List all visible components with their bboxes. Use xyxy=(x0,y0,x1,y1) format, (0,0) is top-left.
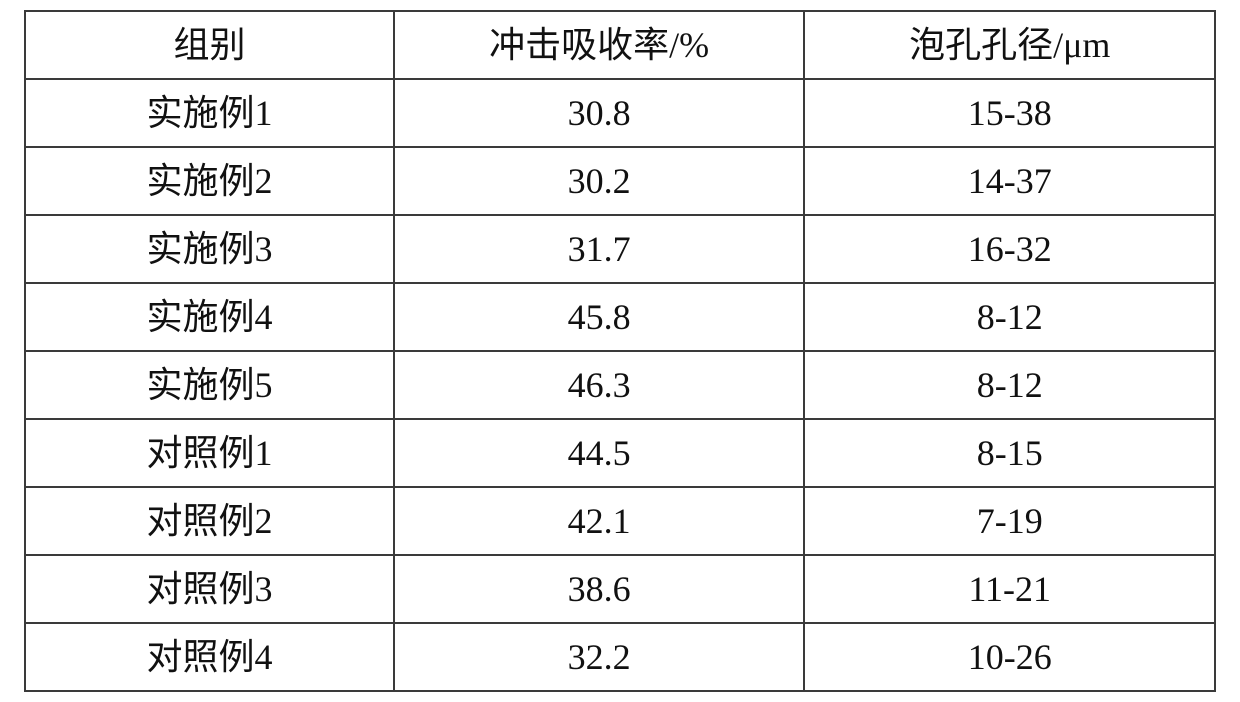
cell-diameter: 8-12 xyxy=(804,283,1215,351)
cell-impact: 44.5 xyxy=(394,419,805,487)
cell-diameter: 8-15 xyxy=(804,419,1215,487)
cell-impact: 46.3 xyxy=(394,351,805,419)
cell-diameter: 7-19 xyxy=(804,487,1215,555)
data-table: 组别 冲击吸收率/% 泡孔孔径/μm 实施例1 30.8 15-38 实施例2 … xyxy=(24,10,1216,692)
table-row: 对照例2 42.1 7-19 xyxy=(25,487,1215,555)
col-header-group: 组别 xyxy=(25,11,394,79)
cell-group: 实施例2 xyxy=(25,147,394,215)
cell-group: 实施例1 xyxy=(25,79,394,147)
table-row: 对照例1 44.5 8-15 xyxy=(25,419,1215,487)
table-row: 实施例1 30.8 15-38 xyxy=(25,79,1215,147)
cell-diameter: 8-12 xyxy=(804,351,1215,419)
cell-diameter: 11-21 xyxy=(804,555,1215,623)
cell-impact: 38.6 xyxy=(394,555,805,623)
table-row: 实施例5 46.3 8-12 xyxy=(25,351,1215,419)
cell-impact: 30.2 xyxy=(394,147,805,215)
table-row: 对照例3 38.6 11-21 xyxy=(25,555,1215,623)
cell-group: 实施例4 xyxy=(25,283,394,351)
cell-impact: 32.2 xyxy=(394,623,805,691)
cell-diameter: 15-38 xyxy=(804,79,1215,147)
cell-group: 实施例3 xyxy=(25,215,394,283)
table-row: 实施例3 31.7 16-32 xyxy=(25,215,1215,283)
cell-impact: 42.1 xyxy=(394,487,805,555)
cell-group: 对照例1 xyxy=(25,419,394,487)
table-row: 实施例2 30.2 14-37 xyxy=(25,147,1215,215)
cell-group: 对照例4 xyxy=(25,623,394,691)
col-header-cell-diameter: 泡孔孔径/μm xyxy=(804,11,1215,79)
cell-diameter: 10-26 xyxy=(804,623,1215,691)
cell-impact: 45.8 xyxy=(394,283,805,351)
cell-diameter: 16-32 xyxy=(804,215,1215,283)
table-container: 组别 冲击吸收率/% 泡孔孔径/μm 实施例1 30.8 15-38 实施例2 … xyxy=(0,0,1240,702)
cell-impact: 30.8 xyxy=(394,79,805,147)
cell-group: 对照例3 xyxy=(25,555,394,623)
table-row: 实施例4 45.8 8-12 xyxy=(25,283,1215,351)
cell-impact: 31.7 xyxy=(394,215,805,283)
table-header-row: 组别 冲击吸收率/% 泡孔孔径/μm xyxy=(25,11,1215,79)
cell-group: 对照例2 xyxy=(25,487,394,555)
cell-diameter: 14-37 xyxy=(804,147,1215,215)
cell-group: 实施例5 xyxy=(25,351,394,419)
col-header-impact-absorption: 冲击吸收率/% xyxy=(394,11,805,79)
table-row: 对照例4 32.2 10-26 xyxy=(25,623,1215,691)
